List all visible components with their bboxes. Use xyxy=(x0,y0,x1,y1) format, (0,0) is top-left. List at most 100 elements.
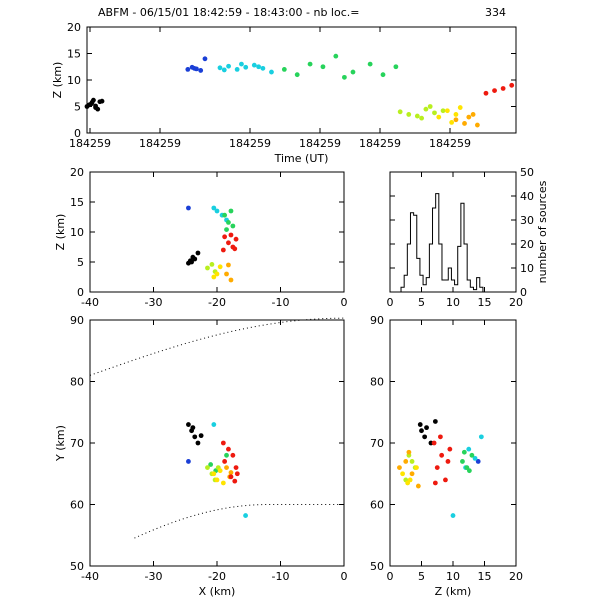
time-height-point-orange xyxy=(470,112,476,117)
time-height-point-green xyxy=(350,69,356,75)
x-y-point-black xyxy=(198,433,204,439)
x-y-point-orange xyxy=(224,465,229,470)
histogram-xtick-label: 0 xyxy=(387,296,394,309)
z-y-point-red xyxy=(445,459,451,464)
time-height-point-lime xyxy=(414,113,420,119)
x-z-xtick-label: 0 xyxy=(341,296,348,309)
x-z-point-red xyxy=(232,246,238,252)
histogram-ytick-label: 10 xyxy=(520,262,534,275)
x-z-ytick-label: 15 xyxy=(70,196,84,209)
x-y-point-red xyxy=(233,465,239,470)
time-height-frame xyxy=(86,26,517,134)
time-height-point-green xyxy=(320,64,326,70)
x-y-xtick-label: -20 xyxy=(208,570,226,583)
x-z-point-lime xyxy=(205,265,210,271)
x-z-point-green xyxy=(228,208,234,214)
time-height-point-cyan xyxy=(256,64,261,70)
z-y-point-green xyxy=(460,459,465,464)
z-y-xtick-label: 15 xyxy=(478,570,492,583)
x-y-point-yellow xyxy=(211,471,217,477)
z-y-point-cyan xyxy=(450,513,456,518)
time-height-xtick-label: 184259 xyxy=(229,137,271,150)
x-z-point-yellow xyxy=(211,274,217,280)
z-y-point-cyan xyxy=(466,446,472,452)
z-y-point-black xyxy=(417,422,423,427)
x-y-point-lime xyxy=(205,465,210,470)
x-y-point-black xyxy=(195,440,201,446)
x-y-ytick-label: 50 xyxy=(70,560,84,573)
x-z-point-red xyxy=(220,247,226,253)
z-y-point-cyan xyxy=(478,434,484,440)
time-height-point-cyan xyxy=(217,65,223,71)
x-y-point-red xyxy=(220,440,226,446)
x-z-point-green xyxy=(224,227,229,233)
time-height-point-green xyxy=(380,72,386,78)
z-y-point-red xyxy=(443,477,448,483)
z-y-xlabel: Z (km) xyxy=(435,585,472,598)
x-y-ylabel: Y (km) xyxy=(54,425,67,462)
z-y-point-orange xyxy=(397,465,402,470)
time-height-point-red xyxy=(509,82,515,88)
x-z-point-lime xyxy=(209,262,215,267)
z-y-point-red xyxy=(432,480,438,486)
z-y-point-red xyxy=(434,465,440,470)
time-height-point-yellow xyxy=(453,112,459,117)
x-y-frame xyxy=(89,319,345,567)
range-arc-inner xyxy=(134,504,344,539)
time-height-point-black xyxy=(99,98,105,104)
time-height-point-blue xyxy=(193,66,199,72)
x-z-point-cyan xyxy=(211,205,217,211)
time-height-point-orange xyxy=(453,117,459,123)
histogram-ytick-label: 40 xyxy=(520,190,534,203)
time-height-point-green xyxy=(294,72,300,78)
x-z-point-yellow xyxy=(214,271,220,277)
x-y-point-orange xyxy=(228,470,234,475)
z-y-point-black xyxy=(422,434,428,440)
time-height-point-cyan xyxy=(226,63,231,69)
time-height-point-yellow xyxy=(444,108,450,114)
x-y-xtick-label: -10 xyxy=(272,570,290,583)
x-y-ytick-label: 60 xyxy=(70,499,84,512)
x-y-point-cyan xyxy=(243,513,248,518)
time-height-point-cyan xyxy=(269,69,274,75)
x-z-xtick-label: -40 xyxy=(81,296,99,309)
x-y-point-red xyxy=(222,459,228,464)
z-y-point-cyan xyxy=(472,455,478,461)
x-y-point-blue xyxy=(186,459,191,464)
x-y-ytick-label: 90 xyxy=(70,314,84,327)
time-height-point-green xyxy=(393,64,399,70)
time-height-point-lime xyxy=(427,104,433,109)
z-y-point-orange xyxy=(403,459,409,464)
z-y-point-yellow xyxy=(414,465,419,470)
x-y-point-yellow xyxy=(217,468,223,474)
x-y-ytick-label: 80 xyxy=(70,376,84,389)
z-y-point-red xyxy=(431,440,437,446)
histogram-ytick-label: 20 xyxy=(520,238,534,251)
x-y-point-green xyxy=(208,462,214,467)
z-y-xtick-label: 20 xyxy=(509,570,523,583)
time-height-point-yellow xyxy=(436,114,442,120)
histogram-xtick-label: 15 xyxy=(478,296,492,309)
figure-title: ABFM - 06/15/01 18:42:59 - 18:43:00 - nb… xyxy=(98,6,359,19)
z-y-ytick-label: 50 xyxy=(370,560,384,573)
z-y-ytick-label: 90 xyxy=(370,314,384,327)
time-height-point-lime xyxy=(419,115,425,121)
z-y-ytick-label: 60 xyxy=(370,499,384,512)
x-y-xtick-label: 0 xyxy=(341,570,348,583)
time-height-xtick-label: 184259 xyxy=(359,137,401,150)
time-height-point-red xyxy=(483,90,489,96)
time-height-ytick-label: 10 xyxy=(67,74,81,87)
x-y-point-red xyxy=(226,446,231,452)
time-height-point-green xyxy=(281,67,287,72)
histogram-ytick-label: 30 xyxy=(520,214,534,227)
z-y-xtick-label: 10 xyxy=(446,570,460,583)
x-z-ytick-label: 10 xyxy=(70,226,84,239)
x-y-point-red xyxy=(232,478,238,484)
z-y-ytick-label: 70 xyxy=(370,437,384,450)
histogram-ylabel: number of sources xyxy=(536,180,549,283)
x-y-xtick-label: -30 xyxy=(145,570,163,583)
x-y-point-red xyxy=(228,474,234,480)
time-height-point-red xyxy=(492,88,497,93)
x-y-point-red xyxy=(234,471,240,477)
